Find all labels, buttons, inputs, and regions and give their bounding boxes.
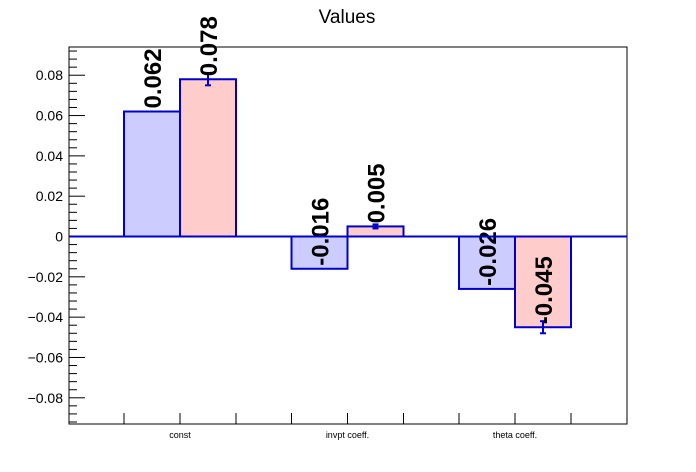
value-label: -0.016	[308, 198, 335, 266]
y-tick-label: 0.04	[36, 148, 63, 164]
y-tick-label: −0.02	[28, 269, 64, 285]
bars	[123, 78, 572, 329]
y-tick-label: 0.08	[36, 67, 63, 83]
y-tick-label: −0.08	[28, 390, 64, 406]
value-label: 0.062	[140, 48, 167, 108]
y-tick-label: 0.06	[36, 108, 63, 124]
bar	[290, 235, 349, 270]
value-label: -0.045	[531, 256, 558, 324]
chart-title: Values	[319, 7, 376, 28]
bar	[123, 110, 181, 238]
category-label: const	[169, 430, 191, 440]
x-axis: const invpt coeff. theta coeff.	[123, 413, 572, 440]
y-tick-label: −0.06	[28, 349, 64, 365]
value-label: 0.005	[364, 163, 391, 223]
category-label: invpt coeff.	[326, 430, 369, 440]
y-tick-label: −0.04	[28, 309, 64, 325]
y-tick-label: 0	[55, 229, 63, 245]
y-tick-label: 0.02	[36, 188, 63, 204]
value-label: 0.078	[196, 16, 223, 76]
value-label: -0.026	[475, 218, 502, 286]
category-label: theta coeff.	[493, 430, 537, 440]
value-labels: 0.062 -0.016 -0.026 0.078 0.005 -0.045	[140, 16, 558, 324]
bar	[179, 78, 237, 238]
error-bars	[205, 72, 546, 335]
